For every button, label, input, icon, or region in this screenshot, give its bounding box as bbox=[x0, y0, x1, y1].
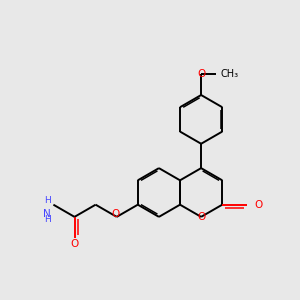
Text: O: O bbox=[254, 200, 262, 210]
Text: O: O bbox=[197, 69, 205, 79]
Text: CH₃: CH₃ bbox=[220, 69, 238, 79]
Text: H: H bbox=[44, 196, 50, 205]
Text: O: O bbox=[197, 212, 205, 222]
Text: O: O bbox=[70, 239, 79, 249]
Text: N: N bbox=[43, 209, 50, 219]
Text: O: O bbox=[111, 209, 119, 219]
Text: H: H bbox=[44, 215, 50, 224]
